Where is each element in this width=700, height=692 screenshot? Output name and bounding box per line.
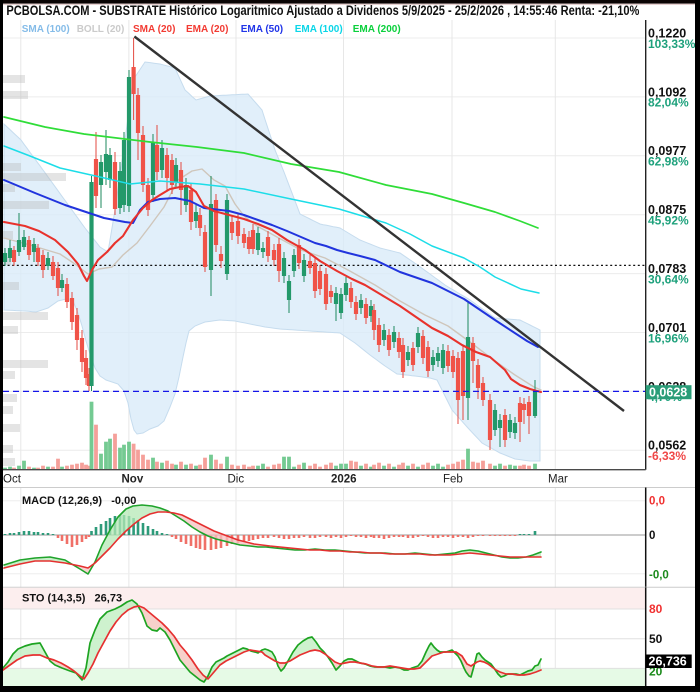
svg-text:MACD (12,26,9) -0,00: MACD (12,26,9) -0,00: [22, 495, 136, 507]
svg-text:0,1220: 0,1220: [648, 26, 686, 40]
svg-text:0,0562: 0,0562: [648, 439, 686, 453]
svg-text:30,64%: 30,64%: [648, 272, 689, 286]
svg-text:Feb: Feb: [443, 474, 463, 486]
svg-text:EMA (50): EMA (50): [241, 24, 283, 35]
svg-text:Oct: Oct: [3, 474, 22, 486]
svg-text:0,0783: 0,0783: [648, 262, 686, 276]
svg-text:26,736: 26,736: [649, 655, 687, 669]
svg-text:SMA (100): SMA (100): [22, 24, 70, 35]
svg-text:EMA (100): EMA (100): [295, 24, 343, 35]
svg-text:PCBOLSA.COM - SUBSTRATE Histór: PCBOLSA.COM - SUBSTRATE Histórico Logari…: [6, 3, 639, 18]
svg-text:0,0: 0,0: [649, 496, 665, 508]
svg-text:103,33%: 103,33%: [648, 37, 696, 51]
svg-text:62,98%: 62,98%: [648, 155, 689, 169]
svg-text:Nov: Nov: [122, 474, 144, 486]
svg-text:0,0977: 0,0977: [648, 144, 686, 158]
svg-text:80: 80: [649, 602, 663, 616]
svg-text:-0,0: -0,0: [649, 570, 669, 582]
svg-text:45,92%: 45,92%: [648, 214, 689, 228]
svg-text:0,1092: 0,1092: [648, 85, 686, 99]
svg-text:50: 50: [649, 632, 663, 646]
svg-text:-6,33%: -6,33%: [648, 449, 686, 463]
svg-text:STO (14,3,5) 26,73: STO (14,3,5) 26,73: [22, 593, 122, 605]
svg-text:0,0701: 0,0701: [648, 321, 686, 335]
svg-text:EMA (20): EMA (20): [186, 24, 228, 35]
svg-text:EMA (200): EMA (200): [353, 24, 401, 35]
svg-text:Dic: Dic: [228, 474, 245, 486]
svg-text:SMA (20): SMA (20): [133, 24, 175, 35]
svg-text:BOLL (20): BOLL (20): [77, 24, 125, 35]
svg-text:2026: 2026: [331, 474, 357, 486]
svg-text:0,0628: 0,0628: [649, 386, 687, 400]
svg-text:82,04%: 82,04%: [648, 96, 689, 110]
svg-text:Mar: Mar: [548, 474, 568, 486]
svg-text:16,96%: 16,96%: [648, 331, 689, 345]
svg-text:0,0875: 0,0875: [648, 203, 686, 217]
svg-text:0: 0: [649, 530, 655, 542]
